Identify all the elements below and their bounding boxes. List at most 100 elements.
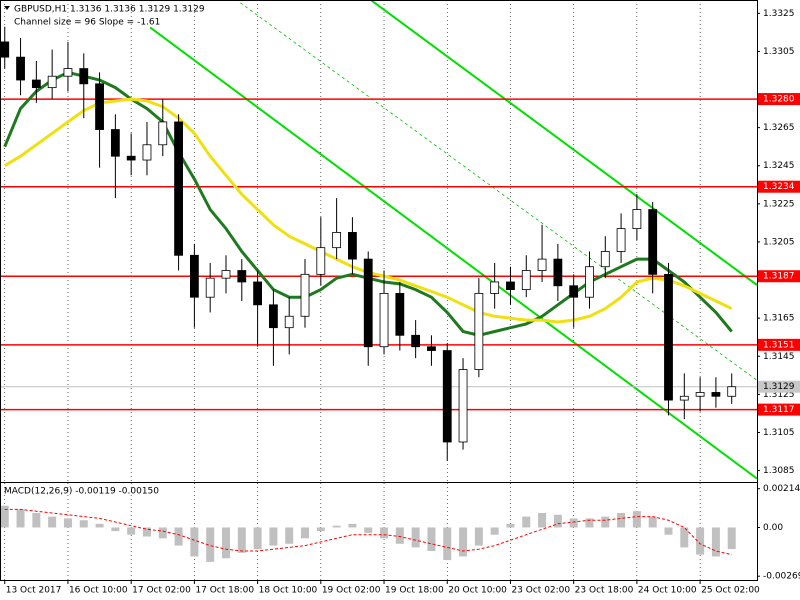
y-tick-label: 1.3265 [763, 123, 795, 133]
macd-bar [348, 523, 357, 528]
chart-title: GBPUSD,H1 1.3136 1.3136 1.3129 1.3129 [14, 5, 205, 15]
candle-body [79, 68, 89, 85]
macd-bar [142, 527, 151, 537]
macd-bar [680, 527, 689, 548]
candle-body [142, 144, 152, 161]
macd-bar [63, 518, 72, 528]
macd-title: MACD(12,26,9) -0.00119 -0.00150 [4, 487, 159, 497]
x-tick-label: 23 Oct 02:00 [511, 586, 570, 596]
candle-body [47, 75, 57, 89]
candle-body [711, 392, 721, 397]
macd-bar [664, 527, 673, 535]
macd-bar [237, 527, 246, 553]
macd-bar [696, 527, 705, 555]
candle-body [695, 392, 705, 397]
macd-bar [648, 516, 657, 528]
candle-body [427, 346, 436, 351]
level-label-box [758, 93, 800, 106]
x-tick-label: 20 Oct 10:00 [448, 586, 507, 596]
macd-bar [538, 512, 547, 528]
x-tick-label: 23 Oct 18:00 [575, 586, 634, 596]
candle-body [332, 232, 342, 249]
current-price-box [758, 380, 800, 393]
level-label-box [758, 270, 800, 283]
candle-body [348, 232, 357, 260]
candle-body [158, 121, 168, 146]
candle-body [411, 334, 421, 348]
macd-bar [585, 518, 594, 528]
y-tick-label: 1.3305 [763, 47, 795, 57]
candle-body [569, 285, 579, 298]
x-tick-label: 16 Oct 10:00 [69, 586, 128, 596]
candle-body [300, 273, 310, 317]
macd-bar [221, 527, 230, 559]
candle-body [269, 304, 278, 329]
x-tick-label: 19 Oct 02:00 [322, 586, 381, 596]
y-tick-label: 1.3325 [763, 9, 795, 19]
candle-body [237, 270, 247, 283]
macd-bar [380, 527, 389, 539]
candle-body [0, 41, 10, 58]
macd-bar [395, 527, 404, 544]
macd-signal [4, 508, 732, 556]
candle-body [31, 79, 41, 89]
x-tick-label: 24 Oct 10:00 [638, 586, 697, 596]
current-price-label: 1.3129 [763, 382, 795, 392]
candle-body [648, 209, 658, 275]
y-tick-label: 1.3125 [763, 390, 795, 400]
macd-bar [111, 527, 120, 532]
level-label-box [758, 403, 800, 416]
candle-body [458, 369, 468, 443]
macd-bar [190, 527, 199, 557]
candle-body [616, 228, 626, 252]
candle-body [664, 273, 673, 401]
y-tick-label: 1.3105 [763, 428, 795, 438]
macd-bar [364, 527, 373, 533]
y-tick-label: 0.00214 [763, 484, 800, 494]
macd-bar [16, 509, 25, 528]
macd-bar [285, 527, 294, 544]
candle-body [363, 258, 373, 348]
candle-body [553, 258, 563, 287]
x-tick-label: 18 Oct 10:00 [259, 586, 318, 596]
macd-bar [48, 516, 57, 528]
macd-bar [553, 514, 562, 528]
candle-body [126, 155, 136, 161]
macd-bar [711, 527, 720, 557]
candle-body [474, 292, 484, 370]
candle-body [205, 277, 215, 298]
candle-body [395, 292, 405, 336]
candle-body [316, 247, 326, 275]
trend-line [149, 26, 757, 480]
candle-body [506, 281, 515, 290]
macd-bar [269, 527, 278, 546]
candle-body [537, 258, 547, 271]
level-label: 1.3234 [763, 182, 795, 192]
macd-bar [411, 527, 420, 548]
x-tick-label: 13 Oct 2017 [6, 586, 62, 596]
macd-bar [443, 527, 452, 561]
macd-bar [506, 523, 515, 528]
y-tick-label: -0.00269 [763, 572, 800, 582]
y-tick-label: 1.3145 [763, 352, 795, 362]
main-panel [0, 0, 757, 482]
candle-body [442, 350, 452, 443]
macd-bar [490, 527, 499, 535]
y-tick-label: 1.3225 [763, 199, 795, 209]
y-tick-label: 1.3165 [763, 314, 795, 324]
candle-body [16, 56, 25, 81]
y-tick-label: 1.3245 [763, 161, 795, 171]
frame [0, 0, 758, 581]
candle-body [63, 68, 73, 77]
x-tick-label: 19 Oct 18:00 [385, 586, 444, 596]
macd-bar [332, 525, 341, 528]
y-tick-label: 0.00 [763, 523, 783, 533]
candle-body [600, 251, 610, 268]
macd-bar [206, 527, 215, 562]
level-label: 1.3151 [763, 340, 795, 350]
candle-body [521, 270, 531, 290]
level-label-box [758, 338, 800, 351]
candle-body [632, 209, 642, 230]
